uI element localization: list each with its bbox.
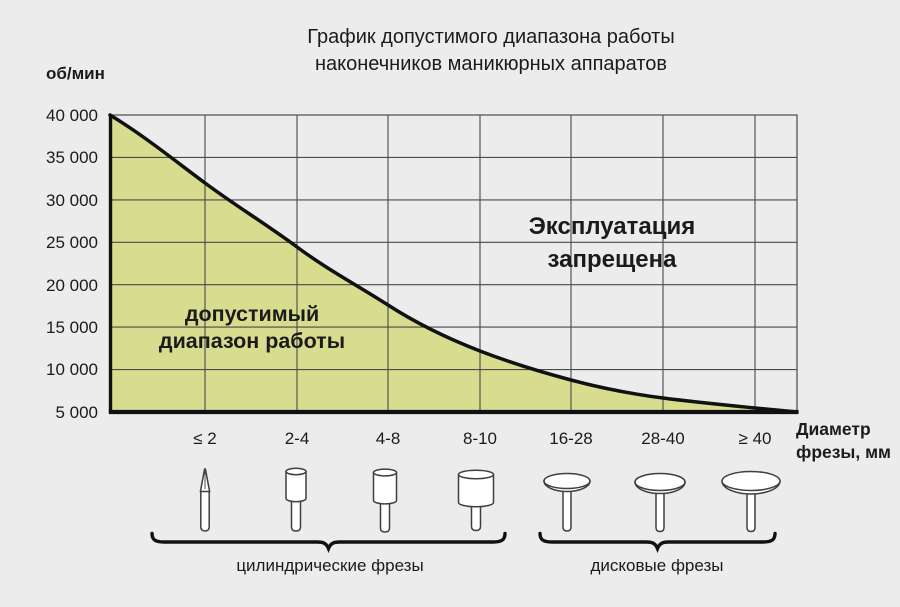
grid-horizontal-lines	[110, 156, 797, 371]
x-tick-2-4: 2-4	[284, 429, 310, 448]
x-axis-title: Диаметр фрезы, мм	[796, 418, 891, 463]
y-tick-20000: 20 000	[46, 275, 98, 295]
grid-vertical-lines	[204, 115, 756, 412]
chart-title: График допустимого диапазона работы нако…	[82, 24, 900, 78]
chart-title-line2: наконечников маникюрных аппаратов	[314, 53, 668, 75]
needle-bur-icon	[199, 468, 211, 532]
y-axis-unit-label: об/мин	[46, 64, 105, 83]
medium-cylinder-bur-icon	[372, 468, 398, 533]
x-tick-4-8: 4-8	[375, 429, 401, 448]
x-tick-16-28: 16-28	[549, 429, 593, 448]
small-disc-bur-icon	[543, 472, 591, 532]
large-cylinder-bur-icon	[457, 469, 495, 532]
x-tick-28-40: 28-40	[641, 429, 685, 448]
disc-group-label: дисковые фрезы	[590, 556, 724, 575]
x-tick-ge40: ≥ 40	[738, 429, 772, 448]
x-axis-title-line2: фрезы, мм	[796, 441, 891, 462]
x-tick-8-10: 8-10	[462, 429, 498, 448]
cylindrical-group-brace	[150, 531, 507, 554]
max-rpm-curve	[108, 113, 799, 414]
allowed-range-label-line2: диапазон работы	[158, 329, 346, 353]
cylindrical-group-label: цилиндрические фрезы	[236, 556, 424, 575]
y-tick-40000: 40 000	[46, 105, 98, 125]
small-cylinder-bur-icon	[285, 467, 307, 532]
forbidden-range-label-line2: запрещена	[547, 246, 677, 273]
forbidden-range-label-line1: Эксплуатация	[528, 213, 696, 240]
forbidden-range-label: Эксплуатация запрещена	[432, 210, 792, 276]
chart-title-line1: График допустимого диапазона работы	[307, 26, 675, 48]
disc-group-brace	[538, 531, 777, 554]
y-tick-15000: 15 000	[46, 317, 98, 337]
allowed-range-label: допустимый диапазон работы	[92, 301, 412, 355]
allowed-range-label-line1: допустимый	[184, 302, 320, 326]
bur-icons	[199, 467, 781, 533]
large-disc-bur-icon	[721, 470, 781, 533]
y-tick-5000: 5 000	[55, 402, 98, 422]
medium-disc-bur-icon	[634, 472, 686, 533]
y-tick-10000: 10 000	[46, 360, 98, 379]
y-tick-30000: 30 000	[46, 190, 98, 210]
allowed-area	[110, 115, 797, 412]
x-axis-title-line1: Диаметр	[796, 419, 871, 439]
x-tick-le2: ≤ 2	[193, 429, 217, 448]
y-tick-35000: 35 000	[46, 148, 98, 167]
y-tick-25000: 25 000	[46, 233, 98, 252]
